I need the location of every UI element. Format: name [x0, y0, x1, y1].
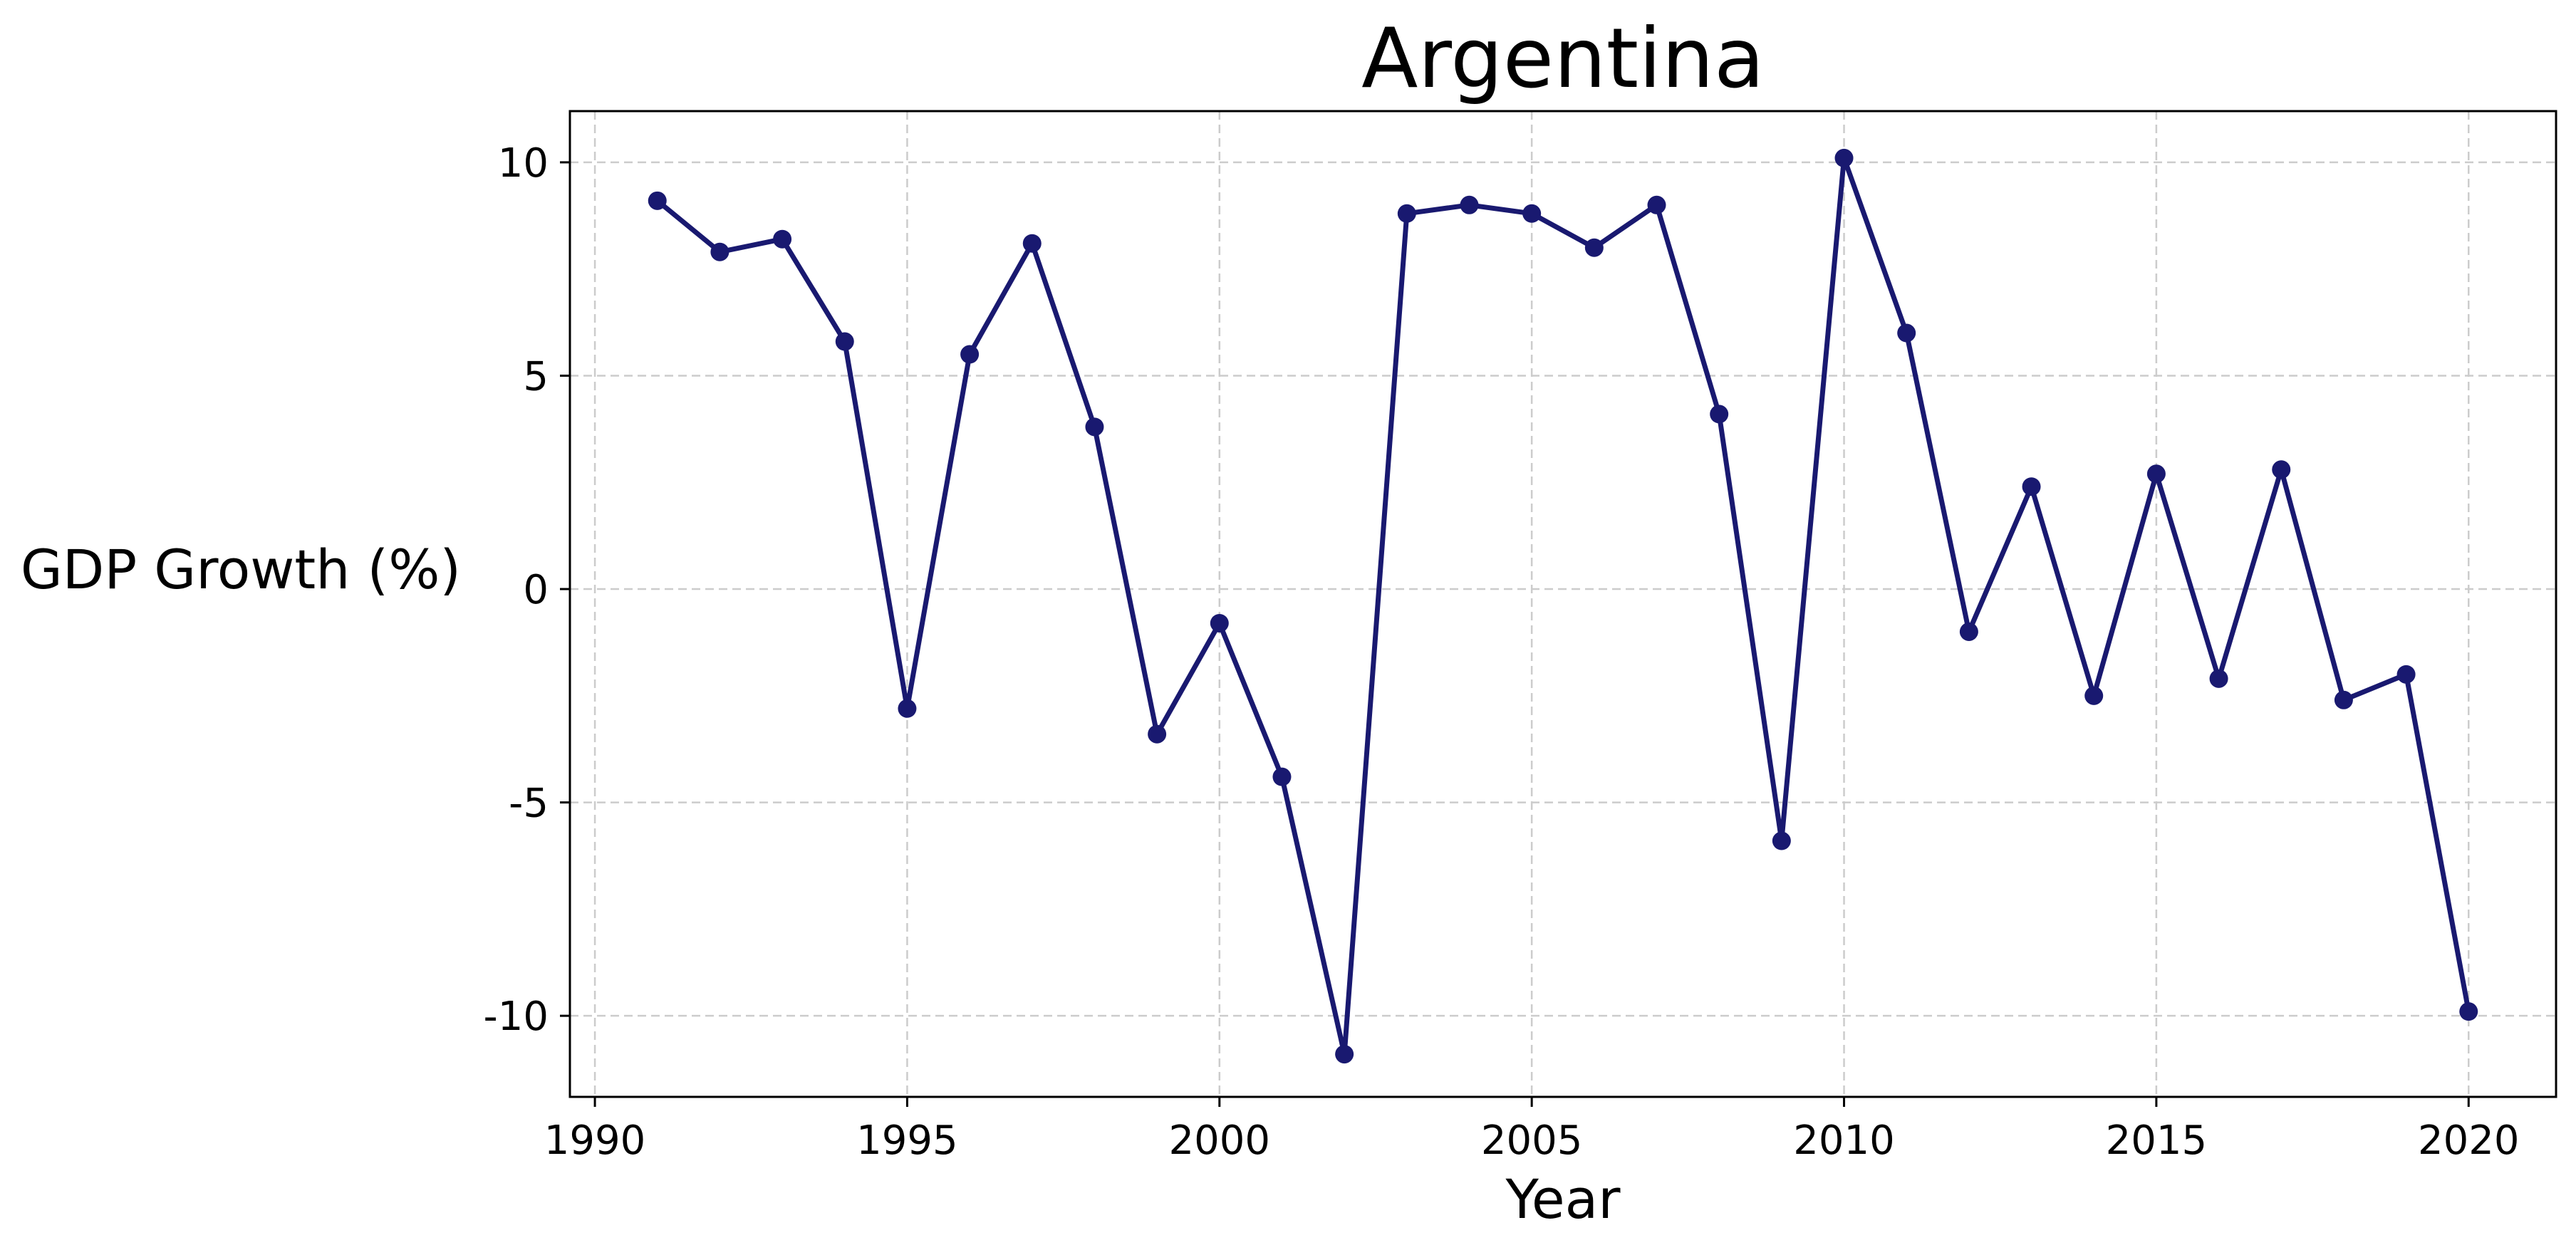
data-point	[1772, 831, 1791, 850]
x-axis-label: Year	[1505, 1167, 1621, 1231]
data-point	[1710, 405, 1729, 424]
x-tick-label: 2010	[1793, 1118, 1895, 1164]
data-point	[2022, 477, 2041, 496]
data-point	[2146, 464, 2166, 484]
y-tick-label: 5	[523, 353, 549, 400]
data-point	[1272, 767, 1292, 786]
x-tick-label: 2005	[1481, 1118, 1583, 1164]
y-tick-label: 10	[498, 140, 549, 187]
data-point	[1085, 417, 1104, 437]
data-point	[2334, 690, 2353, 709]
x-tick-label: 1990	[544, 1118, 646, 1164]
data-point	[2272, 460, 2291, 479]
data-point	[2084, 686, 2104, 705]
plot-frame	[568, 110, 2557, 1098]
y-tick-label: -10	[484, 994, 549, 1040]
x-tick-label: 2000	[1169, 1118, 1271, 1164]
data-point	[710, 242, 729, 261]
data-point	[773, 229, 792, 249]
grid-lines	[570, 111, 2556, 1097]
data-point	[960, 345, 980, 364]
y-tick-label: 0	[523, 567, 549, 613]
data-point	[2209, 669, 2228, 688]
x-tick-label: 1995	[856, 1118, 958, 1164]
data-point	[1210, 613, 1229, 632]
data-point	[1022, 234, 1042, 253]
data-point	[1522, 204, 1542, 223]
x-tick-label: 2020	[2418, 1118, 2520, 1164]
x-tick-label: 2015	[2106, 1118, 2208, 1164]
data-point	[1897, 323, 1916, 343]
data-point	[1148, 724, 1167, 744]
data-point	[2396, 665, 2416, 684]
data-point	[835, 332, 854, 351]
data-point	[1397, 204, 1416, 223]
data-point	[1460, 195, 1479, 214]
data-point	[2459, 1002, 2478, 1021]
data-point	[1647, 195, 1666, 214]
data-point	[1584, 238, 1604, 257]
data-point	[898, 699, 917, 718]
axis-ticks: 1990 1995 2000 2005 2010 2015 2020 -10 -5 0 5 10	[484, 140, 2520, 1164]
y-tick-label: -5	[509, 781, 549, 827]
series	[648, 148, 2478, 1064]
series-line	[655, 155, 2471, 1057]
y-axis-label: GDP Growth (%)	[21, 538, 461, 601]
data-point	[648, 191, 667, 210]
data-point	[1959, 622, 1978, 641]
data-point	[1834, 148, 1854, 167]
chart-title: Argentina	[1361, 11, 1765, 107]
data-point	[1335, 1045, 1354, 1064]
